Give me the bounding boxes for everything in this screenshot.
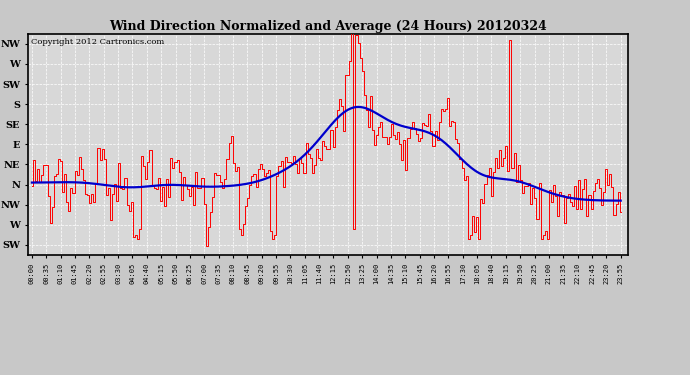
Text: Copyright 2012 Cartronics.com: Copyright 2012 Cartronics.com [30, 38, 164, 46]
Title: Wind Direction Normalized and Average (24 Hours) 20120324: Wind Direction Normalized and Average (2… [109, 20, 546, 33]
